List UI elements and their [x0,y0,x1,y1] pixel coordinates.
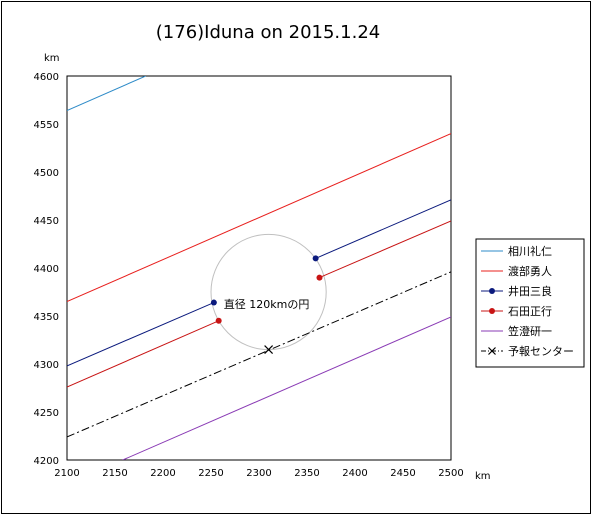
series-line-4 [122,316,451,460]
legend-marker-3 [489,308,495,314]
legend-label-1: 渡部勇人 [508,264,552,278]
x-tick-label: 2250 [198,468,223,479]
y-axis-unit: km [44,53,60,64]
series-line-1 [67,133,451,303]
y-tick-label: 4500 [34,168,59,179]
x-tick-label: 2200 [150,468,175,479]
legend-box [475,238,585,368]
series-point-3 [316,274,323,281]
x-tick-labels: 2100 2150 2200 2250 2300 2350 2400 2450 2500 [54,468,463,479]
series-line-2 [67,302,215,367]
circle-annotation: 直径 120kmの円 [224,297,310,311]
x-tick-label: 2150 [102,468,127,479]
series-point-2 [312,255,319,262]
x-tick-label: 2450 [390,468,415,479]
y-tick-label: 4200 [34,456,59,467]
legend-label-4: 笠澄研一 [508,324,552,338]
y-tick-label: 4400 [34,264,59,275]
y-tick-labels: 4200 4250 4300 4350 4400 4450 4500 4550 4600 [34,72,59,467]
chart-title: (176)Iduna on 2015.1.24 [156,22,380,43]
legend-label-5: 予報センター [508,345,574,358]
legend-label-3: 石田正行 [508,305,552,318]
series-line-3 [319,220,451,279]
y-tick-label: 4350 [34,312,59,323]
series-line-2 [315,199,451,259]
legend-label-0: 相川礼仁 [508,244,552,258]
x-tick-label: 2400 [342,468,367,479]
y-tick-label: 4300 [34,360,59,371]
series-layer [67,76,451,460]
y-tick-label: 4600 [34,72,59,83]
legend-marker-5 [488,347,496,355]
series-line-3 [67,320,219,388]
plot-area [66,75,452,461]
marker-layer [210,255,323,355]
series-point-3 [215,317,222,324]
x-tick-label: 2100 [54,468,79,479]
x-tick-label: 2300 [246,468,271,479]
series-point-2 [210,299,217,306]
series-line-0 [67,76,146,112]
prediction-center-marker [264,345,274,355]
x-axis-unit: km [475,471,491,482]
x-tick-label: 2350 [294,468,319,479]
legend-label-2: 井田三良 [508,284,552,298]
y-tick-label: 4550 [34,120,59,131]
legend-marker-2 [489,288,495,294]
series-line-5 [67,271,451,438]
y-tick-label: 4250 [34,408,59,419]
x-tick-label: 2500 [438,468,463,479]
y-tick-label: 4450 [34,216,59,227]
